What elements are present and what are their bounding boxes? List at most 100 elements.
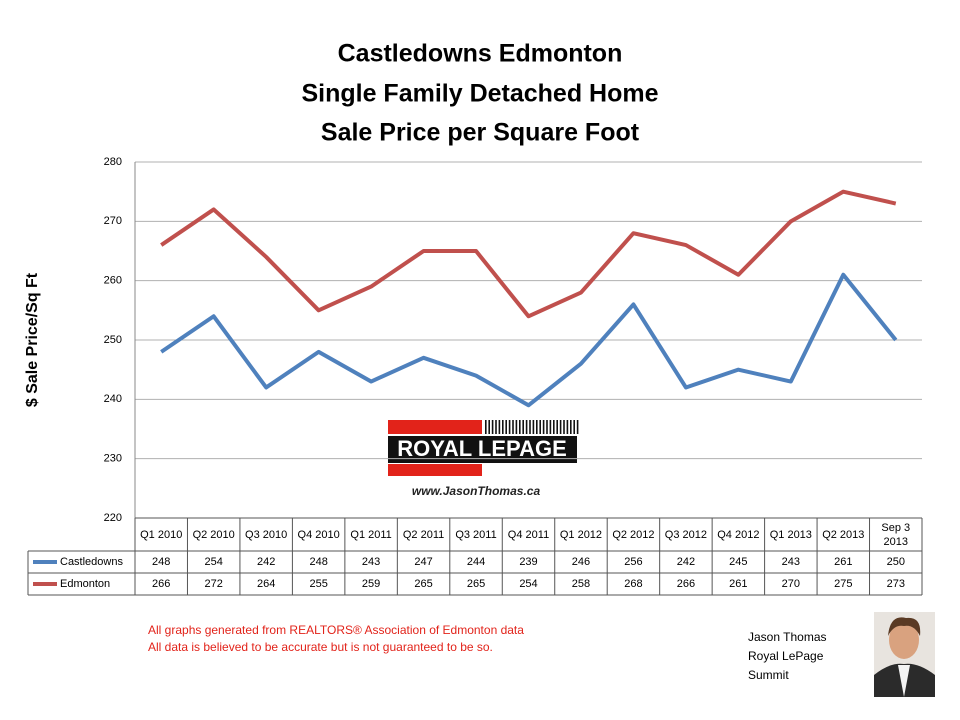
table-value: 266 — [152, 578, 170, 590]
table-value: 275 — [834, 578, 852, 590]
barcode-line — [502, 420, 504, 434]
logo-url: www.JasonThomas.ca — [412, 484, 541, 498]
chart-title: Sale Price per Square Foot — [321, 119, 640, 147]
table-value: 243 — [362, 556, 380, 568]
series-line — [160, 189, 897, 319]
table-value: 259 — [362, 578, 380, 590]
x-tick-label: Q1 2012 — [559, 528, 603, 541]
barcode-line — [495, 420, 497, 434]
note: All graphs generated from REALTORS® Asso… — [148, 623, 524, 637]
note: All data is believed to be accurate but … — [148, 640, 493, 654]
table-value: 247 — [414, 556, 432, 568]
table-value: 254 — [205, 556, 223, 568]
barcode-line — [532, 420, 535, 434]
table-value: 268 — [624, 578, 642, 590]
author: Summit — [748, 668, 789, 682]
y-tick-label: 240 — [104, 393, 122, 405]
barcode-line — [488, 420, 490, 434]
chart-title: Castledowns Edmonton — [338, 40, 623, 68]
legend-label: Castledowns — [60, 556, 123, 568]
series-line — [160, 272, 898, 408]
x-tick-label: Q2 2012 — [612, 528, 655, 541]
x-tick-label: Q4 2010 — [297, 528, 340, 541]
table-value: 254 — [519, 578, 537, 590]
legend-label: Edmonton — [60, 578, 110, 590]
barcode-line — [505, 420, 507, 434]
x-tick-label: Q1 2013 — [769, 528, 812, 541]
table-value: 245 — [729, 556, 747, 568]
barcode-line — [536, 420, 538, 434]
table-value: 270 — [782, 578, 800, 590]
table-value: 248 — [309, 556, 327, 568]
photo-face — [889, 621, 919, 659]
barcode-line — [546, 420, 548, 434]
barcode-line — [542, 420, 545, 434]
barcode-line — [563, 420, 565, 434]
y-axis-label: $ Sale Price/Sq Ft — [24, 272, 41, 407]
author: Jason Thomas — [748, 630, 827, 644]
table-value: 261 — [834, 556, 852, 568]
logo-red-bar — [388, 464, 482, 476]
table-value: 266 — [677, 578, 695, 590]
table-value: 250 — [887, 556, 905, 568]
barcode-line — [573, 420, 575, 434]
x-tick-label: Q2 2013 — [822, 528, 865, 541]
barcode-line — [566, 420, 569, 434]
barcode-line — [519, 420, 521, 434]
x-tick-label: Q3 2010 — [245, 528, 288, 541]
table-value: 265 — [467, 578, 485, 590]
barcode-line — [485, 420, 487, 434]
table-value: 242 — [677, 556, 695, 568]
logo-barcode — [485, 420, 579, 434]
table-value: 264 — [257, 578, 275, 590]
table-value: 239 — [519, 556, 537, 568]
barcode-line — [498, 420, 501, 434]
y-tick-label: 270 — [104, 215, 122, 227]
photo-hair — [888, 617, 921, 636]
table-value: 273 — [887, 578, 905, 590]
barcode-line — [570, 420, 572, 434]
author-photo — [874, 612, 935, 697]
table-value: 272 — [205, 578, 223, 590]
x-tick-label: Q2 2011 — [402, 528, 445, 541]
author: Royal LePage — [748, 649, 824, 663]
x-tick-label: Q4 2012 — [717, 528, 760, 541]
x-tick-label: Q3 2012 — [664, 528, 707, 541]
barcode-line — [522, 420, 524, 434]
x-tick-label: Q2 2010 — [192, 528, 235, 541]
barcode-line — [553, 420, 555, 434]
barcode-line — [491, 420, 494, 434]
table-value: 255 — [309, 578, 327, 590]
logo-red-bar — [388, 420, 482, 434]
barcode-line — [556, 420, 558, 434]
barcode-line — [549, 420, 552, 434]
barcode-line — [512, 420, 514, 434]
y-tick-label: 220 — [104, 512, 122, 524]
y-tick-label: 280 — [104, 156, 122, 168]
barcode-line — [525, 420, 528, 434]
table-value: 246 — [572, 556, 590, 568]
y-tick-label: 230 — [104, 453, 122, 465]
table-value: 244 — [467, 556, 485, 568]
table-value: 265 — [414, 578, 432, 590]
x-tick-label: Q3 2011 — [455, 528, 497, 541]
y-tick-label: 260 — [104, 275, 122, 287]
logo-brand: ROYAL LEPAGE — [397, 436, 567, 461]
barcode-line — [559, 420, 562, 434]
x-tick-label: Q4 2011 — [507, 528, 550, 541]
barcode-line — [515, 420, 518, 434]
barcode-line — [576, 420, 579, 434]
table-value: 256 — [624, 556, 642, 568]
x-tick-label: Sep 3 2013 — [881, 521, 911, 548]
table-value: 242 — [257, 556, 275, 568]
table-value: 248 — [152, 556, 170, 568]
x-tick-label: Q1 2010 — [140, 528, 183, 541]
table-value: 258 — [572, 578, 590, 590]
table-value: 261 — [729, 578, 747, 590]
x-tick-label: Q1 2011 — [350, 528, 392, 541]
barcode-line — [529, 420, 531, 434]
barcode-line — [508, 420, 511, 434]
barcode-line — [539, 420, 541, 434]
